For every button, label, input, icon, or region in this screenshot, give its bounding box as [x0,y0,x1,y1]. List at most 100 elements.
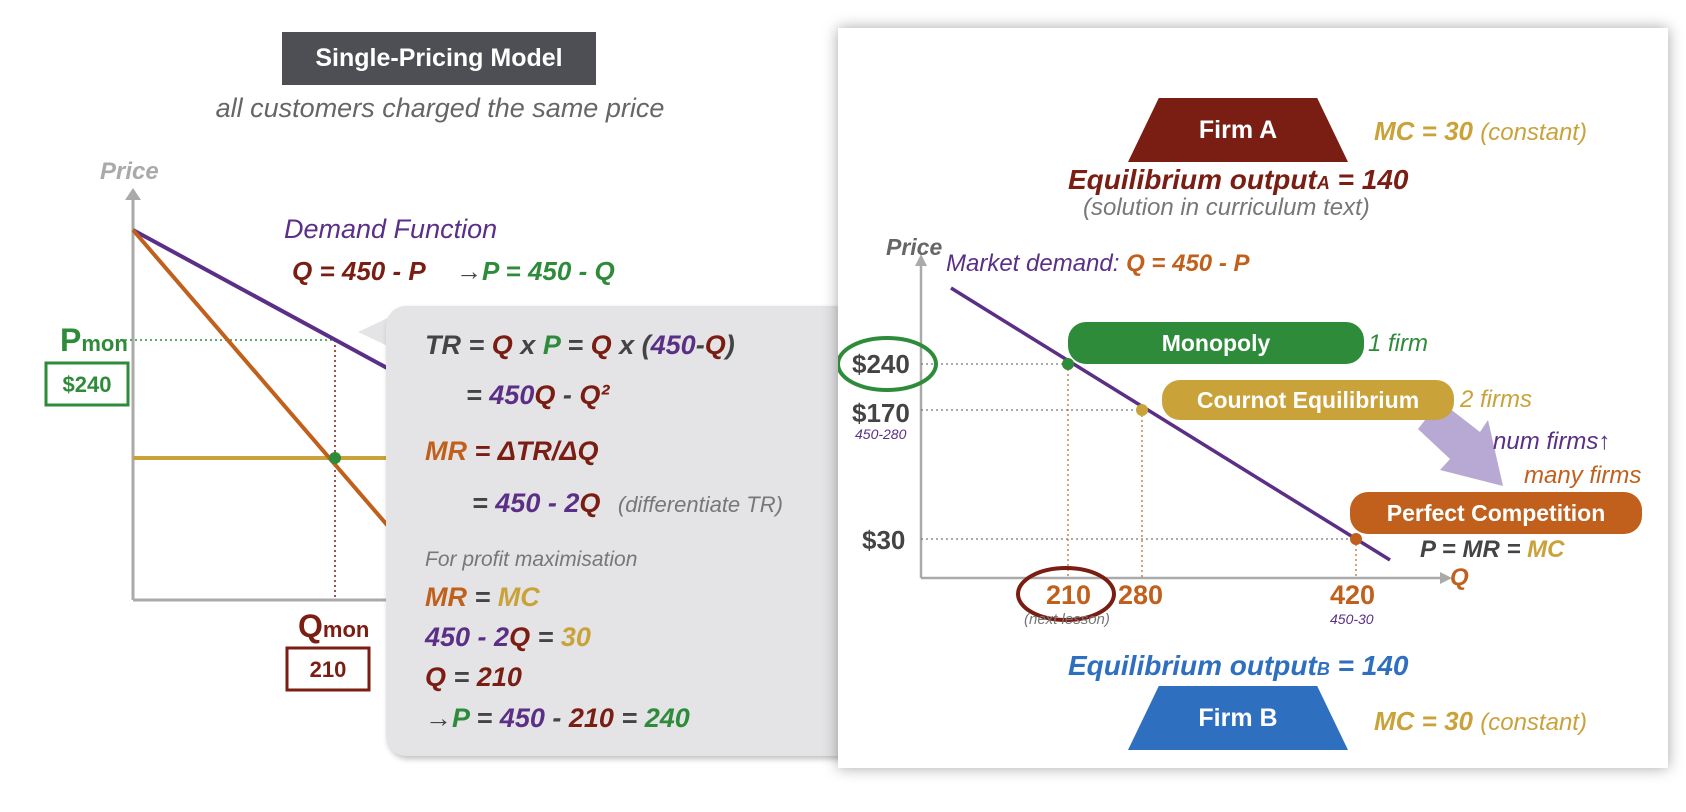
c4-arrow: → [425,703,452,733]
c4-240: 240 [644,703,690,733]
tr-q: Q [491,330,513,360]
title-badge: Single-Pricing Model [282,32,596,85]
c2-part: = [530,622,561,652]
c4-part: - [544,703,569,733]
c1-part: = [467,582,498,612]
c2-expr: 450 - 2 [425,622,510,652]
cournot-note: 2 firms [1460,386,1532,413]
title-text: Single-Pricing Model [315,44,563,72]
qmon-sub: mon [322,617,370,642]
left-mr-line [131,228,402,542]
condition-3: Q = 210 [425,662,522,693]
left-demand-line [132,228,401,377]
price-240-ring [838,336,938,392]
q-420-label: 420 [1330,580,1376,610]
tr2-450: 450 [489,380,535,410]
cournot-point [1136,404,1148,416]
perfect-point [1350,533,1362,545]
monopoly-point [1062,358,1074,370]
qmon-letter: Q [298,608,323,644]
pmon-sub: mon [81,331,128,356]
firm-b-label: Firm B [1198,703,1278,732]
firm-a-label: Firm A [1198,115,1278,144]
right-q-axis-arrow [1440,572,1452,584]
monopoly-note: 1 firm [1368,330,1428,357]
market-demand-line [950,286,1391,562]
condition-4: →P = 450 - 210 = 240 [425,703,690,734]
mr-label: MR [425,436,467,466]
p-mr-mc: P = MR = MC [1420,536,1564,564]
market-demand-label: Market demand: [946,250,1127,277]
demand-eq-p: P = 450 - Q [481,256,615,286]
c1-mc: MC [497,582,540,612]
c2-30: 30 [560,622,591,652]
market-graph [838,254,1503,622]
pmon-value: $240 [62,372,112,397]
mc-a-value: MC = 30 [1374,116,1473,146]
tr2-part: - [555,380,580,410]
profit-note: For profit maximisation [425,548,638,571]
c4-part: = [469,703,500,733]
firm-b-badge: Firm B [1128,686,1348,750]
tr2-q: Q [534,380,556,410]
tr-q: Q [590,330,612,360]
mc-a: MC = 30 (constant) [1374,116,1587,147]
price-170-label: $170 [852,398,910,428]
right-price-axis-label: Price [886,234,943,260]
tr-part: - [695,330,705,360]
condition-2: 450 - 2Q = 30 [425,622,591,653]
qmon-value: 210 [309,657,347,682]
c1-mr: MR [425,582,467,612]
demand-eq-q: Q = 450 - P [292,256,425,286]
market-demand-eq: Q = 450 - P [1126,250,1250,277]
c4-part: = [613,703,645,733]
tr-line: TR = Q x P = Q x (450-Q) [425,330,735,361]
mc-b-value: MC = 30 [1374,706,1473,736]
mr-def: = ΔTR/ΔQ [467,436,599,466]
mr-note: (differentiate TR) [617,492,783,517]
eq-b-prefix: Equilibrium output [1068,650,1317,681]
tr-part: ) [725,330,735,360]
mr-line: MR = ΔTR/ΔQ [425,436,599,467]
price-30-label: $30 [862,525,906,555]
right-q-axis-label: Q [1450,564,1469,591]
q-210-ring [1016,566,1116,622]
mr-mc-intersection [329,452,341,464]
tr-part: x ( [611,330,651,360]
left-price-axis-arrow [125,188,141,200]
tr-part: TR = [425,330,492,360]
perfect-label: Perfect Competition [1386,499,1606,526]
num-firms-note: num firms↑ [1493,428,1611,455]
q-210-label: 210 [1046,580,1092,610]
eq-b-suffix: = 140 [1329,650,1409,681]
eq-a-sub: A [1316,173,1330,193]
c4-p: P [452,703,470,733]
subtitle: all customers charged the same price [215,93,665,123]
p-mr-mc-mc: MC [1527,536,1565,563]
price-170-note: 450-280 [855,426,907,442]
tr-line-2: = 450Q - Q² [466,380,609,411]
c3-210: 210 [476,662,522,692]
pmon-letter: P [60,322,82,358]
right-price-axis-arrow [915,254,927,266]
tr-part: = [559,330,591,360]
qmon-label: Qmon [298,608,369,645]
tr-part: x [512,330,543,360]
demand-arrow: → [455,256,482,286]
tr2-q2: Q² [579,380,610,410]
tr2-part: = [466,380,490,410]
mr-line-2: = 450 - 2Q (differentiate TR) [472,488,783,519]
qmon-box [285,646,371,692]
mr2-part: = [472,488,496,518]
tr-450: 450 [650,330,696,360]
trend-arrow [1418,401,1503,486]
equilibrium-a: Equilibrium outputA = 140 [1068,164,1408,196]
c3-part: = [446,662,477,692]
pmon-box [44,361,130,407]
cournot-pill: Cournot Equilibrium [1162,380,1454,420]
c4-210: 210 [568,703,614,733]
mc-b: MC = 30 (constant) [1374,706,1587,737]
condition-1: MR = MC [425,582,540,613]
eq-b-sub: B [1316,659,1330,679]
demand-heading: Demand Function [284,214,498,244]
